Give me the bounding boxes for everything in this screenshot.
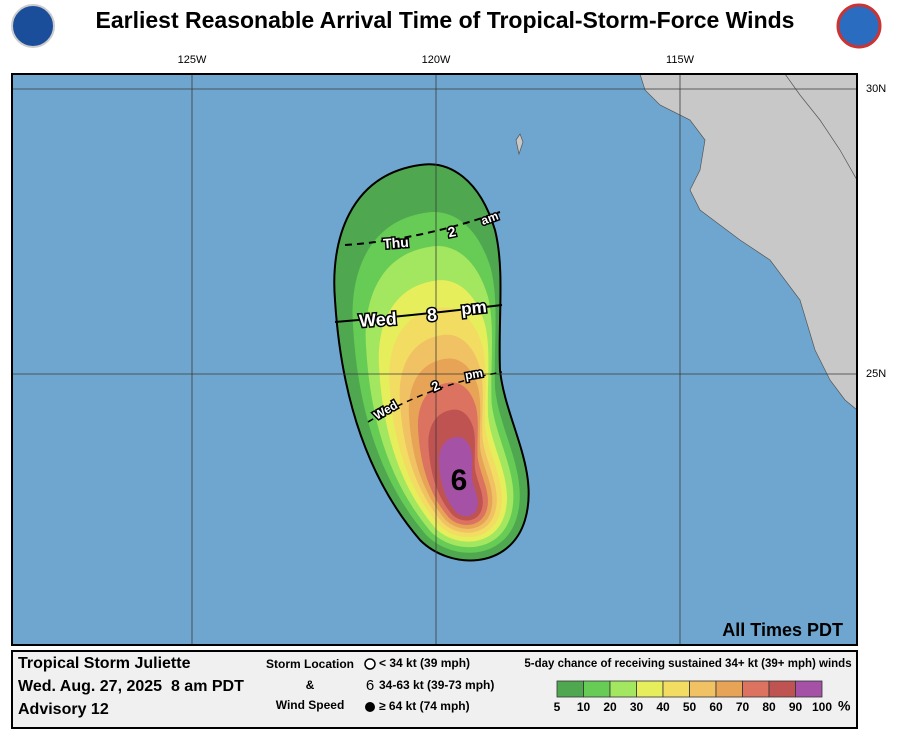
title: Earliest Reasonable Arrival Time of Trop… [96, 7, 795, 33]
time-label: Thu [383, 234, 410, 252]
scale-title: 5-day chance of receiving sustained 34+ … [524, 658, 851, 670]
legend-title: Storm Location [266, 657, 354, 671]
scale-label: 90 [789, 700, 803, 714]
legend-symbol [365, 702, 375, 712]
legend-symbol: 6 [366, 677, 374, 694]
map: 6 All Times PDT [12, 74, 857, 645]
time-label: pm [460, 297, 487, 319]
time-line [367, 371, 503, 423]
time-label: pm [464, 366, 484, 383]
noaa-logo [11, 4, 55, 48]
scale-label: 20 [603, 700, 617, 714]
scale-swatch [768, 680, 796, 698]
legend-symbol [364, 658, 376, 670]
lat-label: 25N [866, 368, 886, 380]
scale-swatch [556, 680, 584, 698]
scale-label: 80 [762, 700, 776, 714]
graticule [12, 74, 857, 645]
legend-title: Wind Speed [276, 698, 345, 712]
legend-title: & [306, 678, 315, 692]
legend-item: < 34 kt (39 mph) [379, 656, 470, 670]
scale-swatch [795, 680, 823, 698]
legend-item: 34-63 kt (39-73 mph) [379, 678, 494, 692]
time-label: Wed [358, 308, 397, 331]
scale-swatch [662, 680, 690, 698]
scale-swatch [609, 680, 637, 698]
time-label: 8 [426, 304, 437, 325]
scale-label: 30 [630, 700, 644, 714]
island [515, 133, 524, 156]
scale-label: 70 [736, 700, 750, 714]
scale-swatch [636, 680, 664, 698]
advisory-number: Advisory 12 [18, 701, 109, 718]
land-mainland [784, 74, 857, 181]
scale-swatch [583, 680, 611, 698]
scale-label: 50 [683, 700, 697, 714]
storm-name: Tropical Storm Juliette [18, 655, 191, 672]
scale-label: 40 [656, 700, 670, 714]
probability-layer [438, 436, 478, 517]
lon-label: 120W [422, 54, 451, 66]
scale-label: 100 [812, 700, 832, 714]
scale-swatch [742, 680, 770, 698]
scale-unit: % [838, 698, 851, 714]
time-line [344, 211, 501, 246]
scale-label: 60 [709, 700, 723, 714]
scale-label: 10 [577, 700, 591, 714]
advisory-date: Wed. Aug. 27, 2025 8 am PDT [18, 678, 244, 695]
storm-symbol: 6 [451, 464, 468, 497]
lon-label: 115W [666, 54, 695, 66]
lon-label: 125W [178, 54, 207, 66]
time-note: All Times PDT [722, 620, 843, 640]
scale-label: 5 [554, 700, 561, 714]
legend-item: ≥ 64 kt (74 mph) [379, 699, 470, 713]
scale-swatch [715, 680, 743, 698]
time-line [334, 304, 503, 323]
map-frame [11, 73, 858, 646]
nws-logo [836, 3, 882, 49]
lat-label: 30N [866, 83, 886, 95]
scale-swatch [689, 680, 717, 698]
